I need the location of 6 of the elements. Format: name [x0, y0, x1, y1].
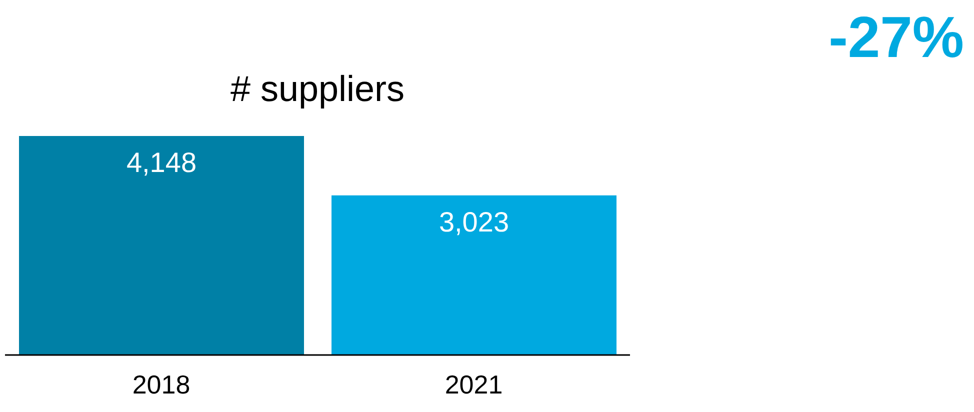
chart-title: # suppliers: [229, 68, 406, 110]
x-tick-label: 2021: [444, 369, 503, 400]
text: -27%: [828, 4, 964, 71]
data-label: 4,148: [126, 146, 197, 178]
data-label: 3,023: [438, 206, 510, 238]
x-tick-label: 2018: [132, 369, 190, 400]
